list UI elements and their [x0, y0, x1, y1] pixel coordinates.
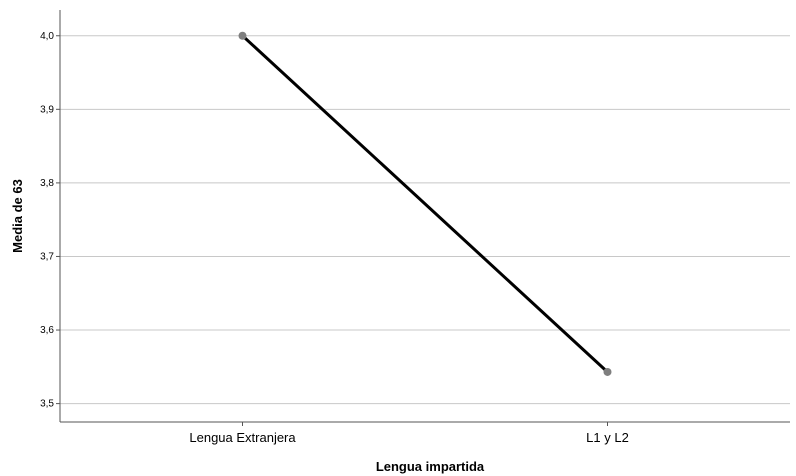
y-axis-title: Media de 63	[10, 179, 25, 253]
y-tick-label: 3,9	[40, 104, 54, 115]
gridlines	[60, 35, 790, 405]
x-axis-title: Lengua impartida	[376, 459, 485, 474]
y-tick-labels: 3,5 3,6 3,7 3,8 3,9 4,0	[40, 31, 60, 410]
x-category-label: Lengua Extranjera	[189, 430, 296, 445]
x-category-labels: Lengua Extranjera L1 y L2	[189, 430, 628, 445]
data-point	[603, 367, 612, 376]
y-tick-label: 3,5	[40, 399, 54, 410]
series-layer	[238, 31, 612, 376]
y-tick-label: 3,7	[40, 251, 54, 262]
y-tick-label: 3,8	[40, 178, 54, 189]
y-tick-label: 4,0	[40, 31, 54, 42]
x-tick-marks	[242, 422, 608, 426]
y-tick-label: 3,6	[40, 325, 54, 336]
x-category-label: L1 y L2	[586, 430, 629, 445]
series-line	[241, 34, 609, 374]
data-point	[238, 31, 247, 40]
